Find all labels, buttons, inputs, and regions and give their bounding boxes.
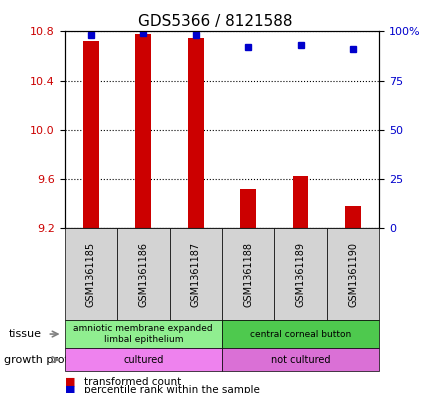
Text: GSM1361185: GSM1361185 [86, 242, 95, 307]
Bar [187, 38, 203, 228]
Text: growth protocol: growth protocol [4, 354, 92, 365]
Text: ■: ■ [64, 377, 75, 387]
Text: GSM1361186: GSM1361186 [138, 242, 148, 307]
Text: ■: ■ [64, 385, 75, 393]
Text: GSM1361189: GSM1361189 [295, 242, 305, 307]
Text: amniotic membrane expanded
limbal epithelium: amniotic membrane expanded limbal epithe… [74, 324, 212, 344]
Text: GSM1361190: GSM1361190 [347, 242, 357, 307]
Text: GSM1361187: GSM1361187 [190, 242, 200, 307]
Text: transformed count: transformed count [84, 377, 181, 387]
Text: GDS5366 / 8121588: GDS5366 / 8121588 [138, 14, 292, 29]
Bar [240, 189, 255, 228]
Bar [83, 41, 98, 228]
Text: GSM1361188: GSM1361188 [243, 242, 252, 307]
Text: central corneal button: central corneal button [249, 330, 350, 338]
Bar [135, 34, 151, 228]
Text: tissue: tissue [9, 329, 42, 339]
Text: percentile rank within the sample: percentile rank within the sample [84, 385, 259, 393]
Text: cultured: cultured [123, 354, 163, 365]
Bar [344, 206, 360, 228]
Bar [292, 176, 308, 228]
Text: not cultured: not cultured [270, 354, 330, 365]
